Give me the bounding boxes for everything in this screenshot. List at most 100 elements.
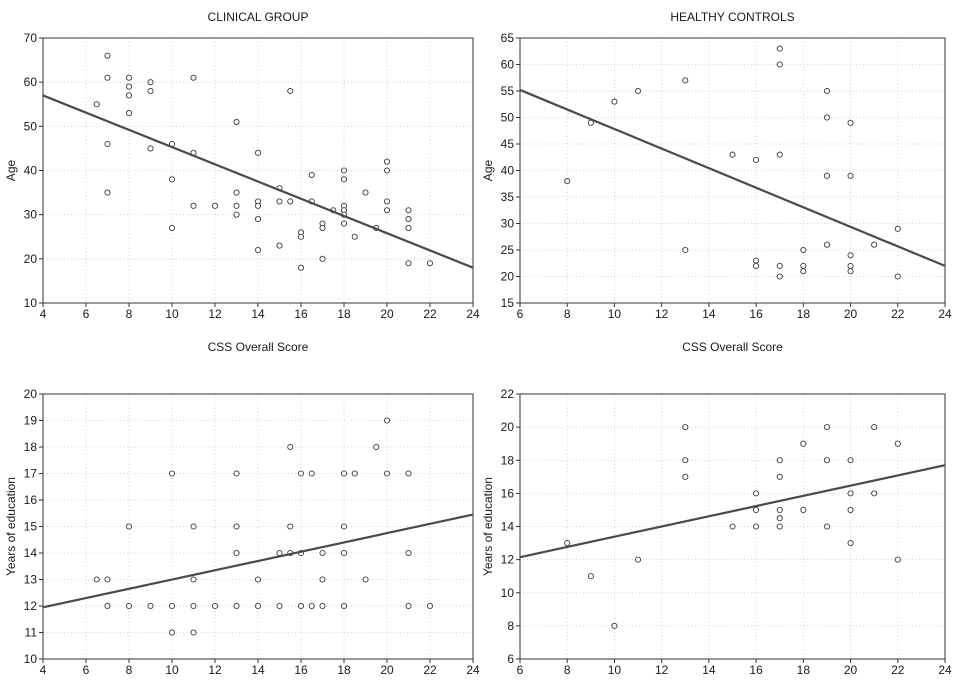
data-point xyxy=(104,140,111,148)
y-tick-label: 10 xyxy=(501,586,515,600)
x-tick-label: 22 xyxy=(891,663,905,677)
data-point xyxy=(753,262,760,269)
x-tick-label: 4 xyxy=(40,663,47,677)
data-point xyxy=(319,602,326,610)
y-tick-label: 20 xyxy=(24,252,38,266)
x-tick-label: 8 xyxy=(126,663,133,677)
data-point xyxy=(776,262,783,269)
data-point xyxy=(254,246,262,254)
y-tick-label: 15 xyxy=(501,296,515,310)
data-point xyxy=(753,506,760,513)
x-tick-label: 12 xyxy=(208,307,222,321)
data-point xyxy=(276,242,283,249)
data-point xyxy=(190,202,197,209)
data-point xyxy=(190,576,197,583)
data-point xyxy=(383,417,391,424)
regression-line xyxy=(42,94,474,269)
data-point xyxy=(682,457,689,464)
y-tick-label: 65 xyxy=(501,31,515,45)
chart-title: CLINICAL GROUP xyxy=(208,10,309,24)
data-point xyxy=(190,74,197,81)
data-point xyxy=(340,176,348,183)
y-tick-label: 17 xyxy=(24,467,38,481)
chart-panel-2: 6 8 10 12 14 16 18 20 22 24 15 20 25 30 35 40 45 50 55 60 65… xyxy=(481,10,952,354)
data-point xyxy=(308,171,315,178)
data-point xyxy=(211,202,219,209)
chart-panel-3: 4 6 8 10 12 14 16 18 20 22 24 10 11 12 13 14 15 16 17 18 19 2… xyxy=(4,387,480,677)
data-point xyxy=(104,602,111,610)
x-tick-label: 20 xyxy=(380,663,394,677)
y-tick-label: 15 xyxy=(24,520,38,534)
x-tick-label: 14 xyxy=(251,663,265,677)
data-point xyxy=(894,556,901,563)
data-point xyxy=(776,151,783,158)
x-tick-label: 10 xyxy=(608,307,622,321)
data-point xyxy=(233,549,240,557)
data-point xyxy=(405,260,412,267)
data-point xyxy=(871,424,878,431)
data-point xyxy=(308,602,315,610)
data-point xyxy=(405,207,412,214)
data-point xyxy=(871,241,878,248)
data-point xyxy=(297,264,305,271)
data-point xyxy=(823,523,830,530)
data-point xyxy=(351,233,358,240)
data-point xyxy=(319,576,326,583)
data-point xyxy=(776,523,783,530)
y-tick-label: 20 xyxy=(24,387,38,401)
data-point xyxy=(847,490,854,497)
data-point xyxy=(729,151,736,158)
y-tick-label: 16 xyxy=(24,493,38,507)
x-tick-label: 16 xyxy=(749,307,763,321)
data-point xyxy=(405,602,412,610)
data-point xyxy=(125,523,133,530)
data-point xyxy=(319,255,326,262)
y-tick-label: 50 xyxy=(501,111,515,125)
data-point xyxy=(587,573,594,580)
y-tick-label: 50 xyxy=(24,119,38,133)
x-tick-label: 22 xyxy=(891,307,905,321)
y-tick-label: 25 xyxy=(501,243,515,257)
x-tick-label: 24 xyxy=(466,307,480,321)
data-point xyxy=(168,224,176,231)
data-point xyxy=(405,224,412,231)
data-point xyxy=(254,576,262,583)
data-point xyxy=(383,207,391,214)
data-point xyxy=(753,156,760,163)
x-tick-label: 22 xyxy=(423,663,437,677)
data-point xyxy=(405,216,412,223)
data-point xyxy=(800,506,807,513)
data-point xyxy=(776,273,783,280)
x-tick-label: 8 xyxy=(564,663,571,677)
data-point xyxy=(682,473,689,480)
x-tick-label: 8 xyxy=(126,307,133,321)
data-point xyxy=(308,470,315,477)
x-tick-label: 20 xyxy=(844,663,858,677)
data-point xyxy=(611,98,618,105)
x-tick-label: 14 xyxy=(702,307,716,321)
data-point xyxy=(147,79,154,86)
data-point xyxy=(168,602,176,610)
y-tick-label: 70 xyxy=(24,31,38,45)
data-point xyxy=(405,549,412,557)
data-point xyxy=(190,523,197,530)
data-point xyxy=(254,149,262,156)
data-point xyxy=(362,189,369,196)
data-point xyxy=(104,74,111,81)
chart-panel-1: 4 6 8 10 12 14 16 18 20 22 24 10 20 30 40 50 60 70 CLINICA… xyxy=(4,10,480,354)
x-tick-label: 14 xyxy=(251,307,265,321)
data-point xyxy=(125,83,133,90)
data-point xyxy=(125,602,133,610)
x-tick-label: 16 xyxy=(294,663,308,677)
x-tick-label: 18 xyxy=(797,663,811,677)
y-tick-label: 55 xyxy=(501,84,515,98)
y-tick-label: 20 xyxy=(501,270,515,284)
x-tick-label: 24 xyxy=(938,663,952,677)
data-point xyxy=(362,576,369,583)
regression-line xyxy=(42,513,474,609)
data-point xyxy=(297,470,305,477)
data-point xyxy=(168,176,176,183)
x-tick-label: 18 xyxy=(797,307,811,321)
data-point xyxy=(254,216,262,223)
